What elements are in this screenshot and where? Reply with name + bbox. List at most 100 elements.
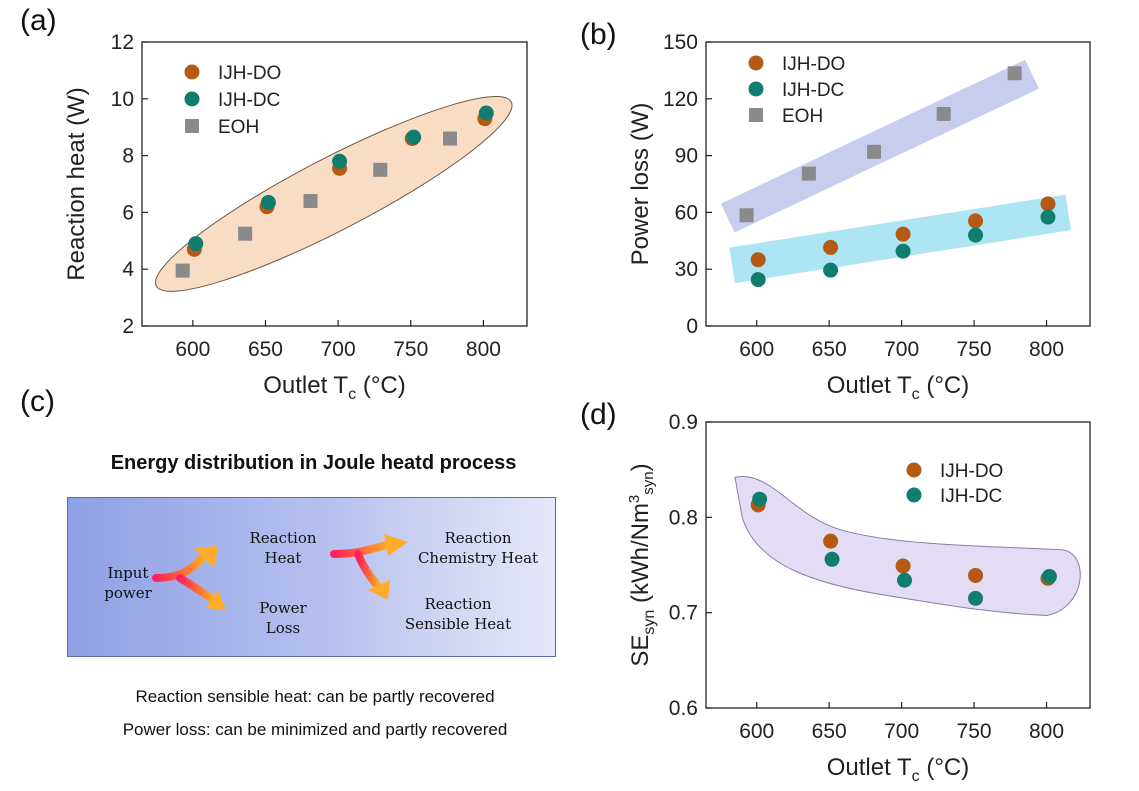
data-point	[867, 144, 882, 159]
y-tick-label: 2	[122, 315, 134, 338]
data-point	[897, 572, 913, 588]
x-tick-label: 700	[884, 338, 919, 361]
band-region	[734, 475, 1081, 617]
x-tick-label: 650	[248, 338, 283, 361]
split-arrow-left	[152, 550, 210, 582]
x-axis-label: Outlet Tc (°C)	[263, 372, 406, 403]
y-tick-label: 150	[663, 31, 698, 54]
split-arrow-right	[330, 540, 394, 558]
legend-marker	[906, 462, 922, 478]
input-power-label: Input power	[104, 564, 152, 602]
x-tick-label: 600	[739, 720, 774, 743]
data-point	[823, 533, 839, 549]
chart-a: 600 650 700 750 800 2 4 6 8 10 12 Outlet Tc (°C) Rea…	[63, 31, 528, 403]
x-tick-label: 750	[957, 338, 992, 361]
data-point	[238, 226, 253, 241]
data-point	[801, 166, 816, 181]
data-point	[175, 263, 190, 278]
x-tick-label: 750	[957, 720, 992, 743]
chart-b: 600 650 700 750 800 0 30 60 90 120 150 Outlet Tc (°…	[627, 31, 1091, 403]
panel-letter-b: (b)	[580, 18, 617, 51]
series-eoh	[175, 131, 457, 278]
x-tick-label: 650	[812, 338, 847, 361]
data-point	[739, 208, 754, 223]
chart-d: 600 650 700 750 800 0.6 0.7 0.8 0.9 Outlet Tc (°C…	[626, 411, 1091, 785]
y-tick-label: 60	[675, 201, 698, 224]
legend-marker	[748, 55, 764, 71]
x-tick-label: 700	[321, 338, 356, 361]
legend-label: IJH-DC	[940, 486, 1002, 507]
note-power-loss: Power loss: can be minimized and partly …	[122, 720, 508, 739]
series-ijh-dc	[188, 105, 494, 252]
sensible-heat-label: Reaction Sensible Heat	[404, 595, 512, 633]
data-point	[406, 129, 422, 145]
x-tick-label: 800	[1029, 338, 1064, 361]
legend-marker	[184, 91, 200, 107]
data-point	[752, 491, 768, 507]
y-tick-label: 0.6	[669, 697, 698, 720]
energy-flow-box: Input power Reaction Heat Power Loss Reacti…	[67, 497, 556, 657]
band-ellipse	[155, 96, 513, 292]
legend-label: IJH-DC	[218, 90, 280, 111]
x-tick-label: 600	[739, 338, 774, 361]
y-tick-label: 6	[122, 201, 134, 224]
x-tick-label: 600	[175, 338, 210, 361]
data-point	[936, 106, 951, 121]
x-tick-label: 650	[812, 720, 847, 743]
data-point	[303, 194, 318, 209]
series-ijh-dc	[750, 209, 1056, 288]
legend-label: IJH-DO	[218, 63, 281, 84]
legend-marker	[184, 64, 200, 80]
legend-label: IJH-DO	[782, 54, 845, 75]
y-axis-label: SEsyn (kWh/Nm3syn)	[626, 463, 658, 666]
y-tick-label: 0	[686, 315, 698, 338]
y-tick-label: 0.7	[669, 602, 698, 625]
legend-label: EOH	[218, 117, 259, 138]
data-point	[823, 262, 839, 278]
y-tick-label: 0.8	[669, 506, 698, 529]
x-axis-label: Outlet Tc (°C)	[827, 372, 970, 403]
data-point	[895, 243, 911, 259]
legend-marker	[906, 487, 922, 503]
data-point	[188, 236, 204, 252]
legend-marker	[748, 81, 764, 97]
data-point	[443, 131, 457, 146]
y-axis-label: Reaction heat (W)	[63, 87, 90, 280]
data-point	[373, 162, 388, 177]
data-point	[895, 226, 911, 242]
y-tick-label: 4	[122, 258, 134, 281]
series-ijh-dc	[752, 491, 1057, 606]
axes-frame	[705, 41, 1091, 327]
y-tick-label: 12	[111, 31, 134, 54]
y-axis-label: Power loss (W)	[627, 103, 654, 266]
data-point	[750, 252, 766, 268]
axes-frame	[705, 421, 1091, 709]
x-axis-label: Outlet Tc (°C)	[827, 754, 970, 785]
y-tick-label: 90	[675, 145, 698, 168]
data-point	[260, 194, 276, 210]
legend-label: IJH-DC	[782, 80, 844, 101]
axes-frame	[141, 41, 528, 327]
y-tick-label: 0.9	[669, 411, 698, 434]
y-tick-label: 10	[111, 88, 134, 111]
diagram-title: Energy distribution in Joule heatd proce…	[110, 452, 517, 474]
data-point	[824, 551, 840, 567]
y-tick-label: 120	[663, 88, 698, 111]
data-point	[968, 590, 984, 606]
chemistry-heat-label: Reaction Chemistry Heat	[417, 529, 539, 567]
y-tick-label: 8	[122, 145, 134, 168]
data-point	[968, 213, 984, 229]
panel-letter-c: (c)	[20, 385, 55, 418]
data-point	[332, 153, 348, 169]
legend: IJH-DO IJH-DC EOH	[184, 63, 281, 138]
data-point	[1041, 568, 1057, 584]
note-sensible-heat: Reaction sensible heat: can be partly re…	[135, 687, 495, 706]
x-tick-label: 700	[884, 720, 919, 743]
legend-marker	[749, 108, 763, 122]
legend-label: IJH-DO	[940, 461, 1003, 482]
series-ijh-do	[750, 196, 1056, 268]
legend-label: EOH	[782, 106, 823, 127]
x-tick-label: 800	[466, 338, 501, 361]
data-point	[1007, 66, 1022, 81]
